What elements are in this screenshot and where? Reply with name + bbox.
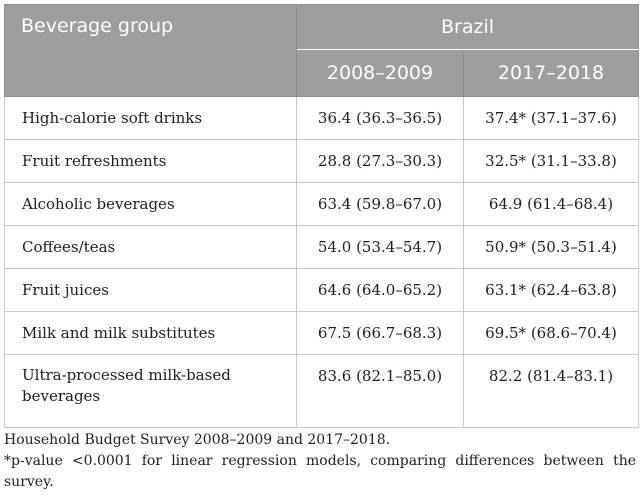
beverage-table: Beverage group Brazil 2008–2009 2017–201… bbox=[4, 4, 639, 428]
table-header: Beverage group Brazil 2008–2009 2017–201… bbox=[4, 4, 639, 97]
row-value-2008: 63.4 (59.8–67.0) bbox=[296, 182, 464, 226]
significance-footnote: *p-value <0.0001 for linear regression m… bbox=[4, 453, 636, 490]
table-notes: Household Budget Survey 2008–2009 and 20… bbox=[4, 430, 636, 493]
row-value-2017: 50.9* (50.3–51.4) bbox=[463, 225, 639, 269]
row-value-2017: 37.4* (37.1–37.6) bbox=[463, 96, 639, 140]
table-row: Fruit juices 64.6 (64.0–65.2) 63.1* (62.… bbox=[4, 268, 639, 312]
row-value-2017: 82.2 (81.4–83.1) bbox=[463, 354, 639, 428]
row-value-2008: 64.6 (64.0–65.2) bbox=[296, 268, 464, 312]
table-container: Beverage group Brazil 2008–2009 2017–201… bbox=[4, 4, 639, 428]
row-group-label: Fruit juices bbox=[4, 268, 297, 312]
row-group-label: Ultra-processed milk-based beverages bbox=[4, 354, 297, 428]
table-row: Alcoholic beverages 63.4 (59.8–67.0) 64.… bbox=[4, 182, 639, 226]
row-value-2017: 63.1* (62.4–63.8) bbox=[463, 268, 639, 312]
row-group-label: Alcoholic beverages bbox=[4, 182, 297, 226]
table-row: Milk and milk substitutes 67.5 (66.7–68.… bbox=[4, 311, 639, 355]
row-value-2017: 69.5* (68.6–70.4) bbox=[463, 311, 639, 355]
header-year-2017: 2017–2018 bbox=[463, 49, 639, 97]
table-body: High-calorie soft drinks 36.4 (36.3–36.5… bbox=[4, 96, 639, 428]
row-value-2008: 28.8 (27.3–30.3) bbox=[296, 139, 464, 183]
table-row: Ultra-processed milk-based beverages 83.… bbox=[4, 354, 639, 428]
row-value-2008: 67.5 (66.7–68.3) bbox=[296, 311, 464, 355]
header-beverage-group: Beverage group bbox=[4, 4, 297, 97]
row-value-2008: 36.4 (36.3–36.5) bbox=[296, 96, 464, 140]
row-group-label: Milk and milk substitutes bbox=[4, 311, 297, 355]
table-row: High-calorie soft drinks 36.4 (36.3–36.5… bbox=[4, 96, 639, 140]
table-row: Fruit refreshments 28.8 (27.3–30.3) 32.5… bbox=[4, 139, 639, 183]
table-row: Coffees/teas 54.0 (53.4–54.7) 50.9* (50.… bbox=[4, 225, 639, 269]
row-group-label: High-calorie soft drinks bbox=[4, 96, 297, 140]
row-value-2008: 83.6 (82.1–85.0) bbox=[296, 354, 464, 428]
survey-note: Household Budget Survey 2008–2009 and 20… bbox=[4, 432, 391, 448]
row-value-2017: 32.5* (31.1–33.8) bbox=[463, 139, 639, 183]
row-value-2017: 64.9 (61.4–68.4) bbox=[463, 182, 639, 226]
row-group-label: Coffees/teas bbox=[4, 225, 297, 269]
header-year-2008: 2008–2009 bbox=[296, 49, 464, 97]
row-group-label: Fruit refreshments bbox=[4, 139, 297, 183]
row-value-2008: 54.0 (53.4–54.7) bbox=[296, 225, 464, 269]
header-country: Brazil bbox=[296, 4, 639, 50]
